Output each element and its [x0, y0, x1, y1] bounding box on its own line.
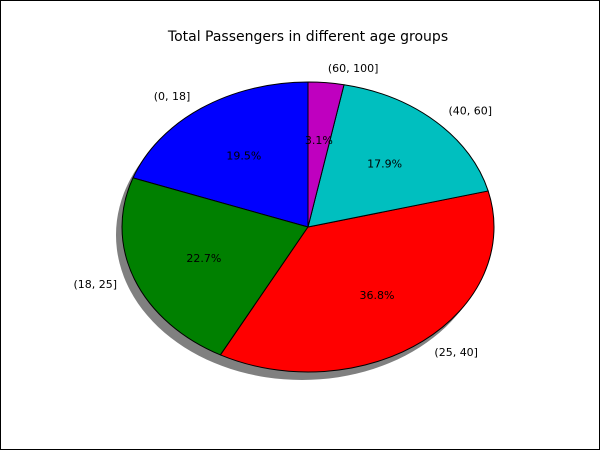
- pie-slice: [132, 81, 309, 228]
- slice-percent-label: 17.9%: [367, 157, 402, 170]
- slice-percent-label: 3.1%: [305, 134, 333, 147]
- pie-slice: [219, 190, 495, 373]
- slice-label: (60, 100]: [328, 62, 379, 75]
- pie-slices: [121, 81, 495, 373]
- pie-slice: [121, 177, 309, 356]
- pie-slice: [307, 84, 489, 228]
- slice-label: (0, 18]: [154, 90, 191, 103]
- slice-label: (40, 60]: [449, 105, 493, 118]
- chart-title: Total Passengers in different age groups: [167, 29, 448, 45]
- slice-percent-label: 22.7%: [186, 252, 221, 265]
- slice-label: (18, 25]: [73, 278, 117, 291]
- slice-label: (25, 40]: [434, 346, 478, 359]
- pie-labels: (0, 18] 19.5% (18, 25] 22.7% (25, 40] 36.8% (4…: [73, 62, 492, 359]
- slice-percent-label: 36.8%: [359, 289, 394, 302]
- slice-percent-label: 19.5%: [226, 149, 261, 162]
- pie-slice: [307, 81, 345, 228]
